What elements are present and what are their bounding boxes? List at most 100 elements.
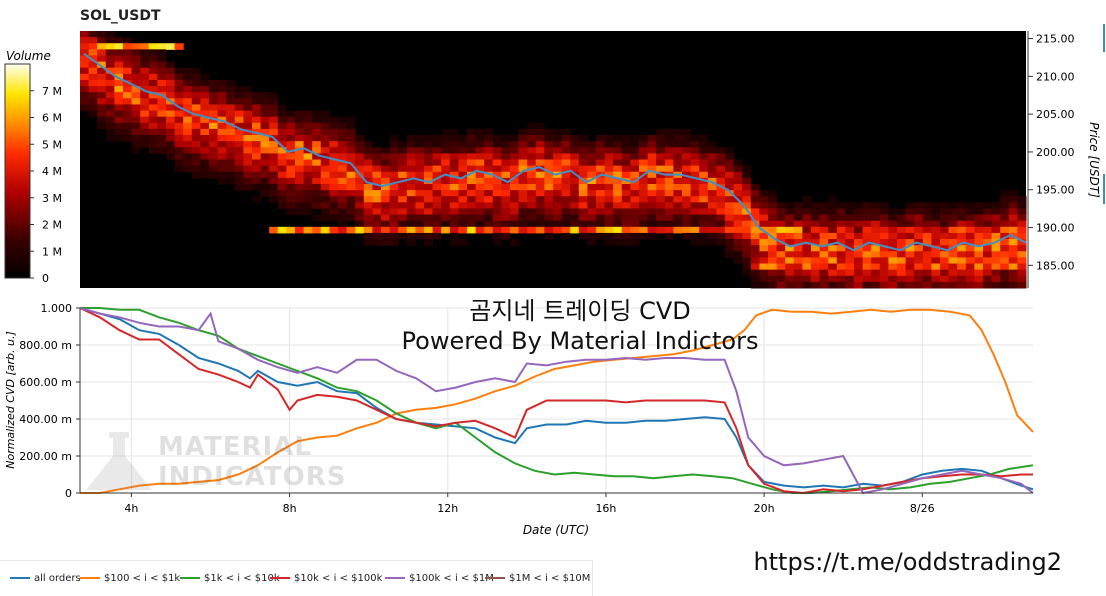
heatmap-cell — [381, 159, 391, 167]
heatmap-cell — [604, 214, 614, 222]
heatmap-cell — [492, 232, 502, 240]
heatmap-cell — [630, 171, 640, 179]
heatmap-cell — [510, 171, 520, 179]
heatmap-cell — [673, 226, 683, 234]
heatmap-cell — [578, 214, 588, 222]
heatmap-cell — [372, 171, 382, 179]
y-tick-label: 600.00 m — [19, 376, 72, 389]
legend-item[interactable]: $100k < i < $1M — [385, 573, 494, 584]
heatmap-cell — [303, 177, 313, 185]
price-tick-label: 185.00 — [1036, 259, 1075, 272]
legend-item[interactable]: $100 < i < $1k — [80, 573, 180, 584]
telegram-link[interactable]: https://t.me/oddstrading2 — [753, 548, 1062, 576]
heatmap-cell — [363, 202, 373, 209]
heatmap-cell — [905, 281, 915, 289]
heatmap-cell — [845, 214, 855, 222]
heatmap-cell — [458, 183, 468, 191]
heatmap-cell — [888, 214, 898, 222]
heatmap-cell — [948, 226, 958, 234]
heatmap-cell — [776, 251, 786, 258]
heatmap-cell — [329, 202, 339, 209]
heatmap-cell — [303, 159, 313, 167]
heatmap-cell — [561, 153, 571, 160]
heatmap-cell — [553, 128, 563, 136]
heatmap-cell — [802, 214, 812, 222]
heatmap-cell — [768, 190, 778, 197]
heatmap-cell — [97, 37, 107, 44]
legend-label: $1k < i < $10k — [204, 573, 280, 584]
heatmap-cell — [613, 153, 623, 160]
heatmap-cell — [725, 159, 735, 167]
colorbar-tick-label: 5 M — [42, 138, 62, 151]
heatmap-cell — [415, 177, 425, 185]
heatmap-chart[interactable]: Volume 7 M6 M5 M4 M3 M2 M1 M0 215.00210.… — [0, 0, 1106, 300]
colorbar-tick-label: 2 M — [42, 219, 62, 232]
heatmap-cell — [647, 220, 657, 228]
heatmap-cell — [888, 208, 898, 216]
heatmap-cell — [854, 202, 864, 209]
heatmap-cell — [226, 92, 236, 99]
heatmap-cell — [716, 220, 726, 228]
heatmap-cell — [793, 239, 803, 246]
heatmap-cell — [234, 104, 244, 112]
heatmap-cell — [226, 128, 236, 136]
heatmap-cell — [131, 86, 141, 93]
legend-item[interactable]: $10k < i < $100k — [270, 573, 382, 584]
heatmap-cell — [905, 245, 915, 252]
heatmap-cell — [802, 226, 812, 234]
heatmap-cell — [879, 269, 889, 277]
heatmap-cell — [1017, 214, 1027, 222]
heatmap-cell — [234, 147, 244, 154]
heatmap-cell — [785, 208, 795, 216]
heatmap-cell — [759, 275, 769, 283]
heatmap-cell — [570, 177, 580, 185]
legend-item[interactable]: all orders — [10, 573, 81, 584]
legend-item[interactable]: $1M < i < $10M — [485, 573, 590, 584]
heatmap-cell — [535, 135, 545, 142]
heatmap-cell — [544, 159, 554, 167]
heatmap-cell — [776, 232, 786, 240]
heatmap-cell — [948, 202, 958, 209]
heatmap-cell — [578, 202, 588, 209]
legend-item[interactable]: $1k < i < $10k — [180, 573, 280, 584]
heatmap-cell — [398, 202, 408, 209]
heatmap-cell — [475, 171, 485, 179]
heatmap-cell — [750, 226, 760, 234]
heatmap-cell — [750, 263, 760, 271]
heatmap-cell — [492, 196, 502, 203]
heatmap-cell — [974, 257, 984, 265]
heatmap-cell — [940, 251, 950, 258]
heatmap-cell — [742, 251, 752, 258]
heatmap-cell — [854, 214, 864, 222]
heatmap-cell — [286, 141, 296, 148]
heatmap-cell — [226, 153, 236, 160]
heatmap-cell — [862, 202, 872, 209]
heatmap-cell — [1000, 214, 1010, 222]
heatmap-cell — [492, 177, 502, 185]
heatmap-cell — [596, 147, 606, 154]
heatmap-cell — [269, 122, 279, 130]
heatmap-cell — [544, 165, 554, 173]
heatmap-cell — [183, 67, 193, 75]
heatmap-cell — [209, 171, 219, 179]
heatmap-cell — [295, 147, 305, 154]
heatmap-cell — [114, 122, 124, 130]
heatmap-cell — [1008, 239, 1018, 246]
heatmap-cell — [467, 153, 477, 160]
heatmap-cell — [346, 128, 356, 136]
heatmap-cell — [776, 214, 786, 222]
heatmap-cell — [372, 190, 382, 197]
heatmap-cell — [553, 196, 563, 203]
heatmap-cell — [217, 171, 227, 179]
heatmap-cell — [527, 208, 537, 216]
heatmap-cell — [793, 232, 803, 240]
heatmap-cell — [682, 147, 692, 154]
heatmap-cell — [252, 92, 262, 99]
heatmap-cell — [226, 171, 236, 179]
heatmap-cell — [303, 183, 313, 191]
heatmap-cell — [415, 196, 425, 203]
heatmap-cell — [174, 147, 184, 154]
heatmap-cell — [424, 135, 434, 142]
heatmap-cell — [303, 208, 313, 216]
